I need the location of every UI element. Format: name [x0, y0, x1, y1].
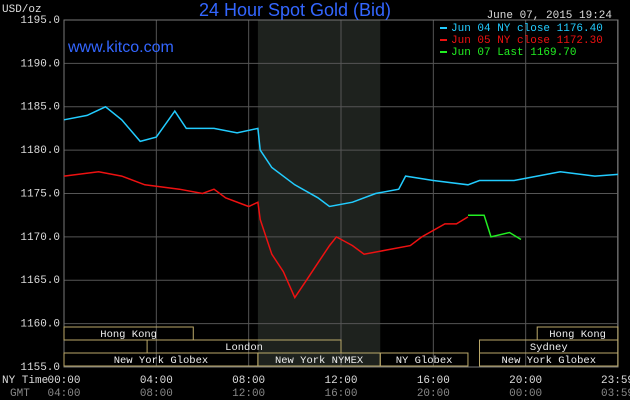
- y-tick-label: 1165.0: [20, 275, 60, 287]
- x2-tick-label: 00:00: [509, 388, 542, 400]
- price-line: [468, 214, 522, 241]
- y-tick-label: 1185.0: [20, 102, 60, 114]
- y-tick-label: 1195.0: [20, 15, 60, 27]
- y-tick-label: 1160.0: [20, 319, 60, 331]
- x-tick-label: 20:00: [509, 375, 542, 387]
- x-tick-label: 12:00: [324, 375, 357, 387]
- watermark: www.kitco.com: [67, 39, 174, 56]
- x-tick-label: 23:59: [601, 375, 630, 387]
- y-axis-label: USD/oz: [2, 4, 42, 16]
- x-tick-label: 16:00: [417, 375, 450, 387]
- y-tick-label: 1175.0: [20, 188, 60, 200]
- x-tick-label: 00:00: [47, 375, 80, 387]
- session-label: NY Globex: [396, 355, 453, 367]
- legend-label: Jun 04 NY close 1176.40: [451, 23, 603, 35]
- session-bar: [63, 326, 194, 341]
- session-label: London: [225, 342, 263, 354]
- legend-label: Jun 05 NY close 1172.30: [451, 35, 603, 47]
- price-line: [63, 171, 469, 300]
- session-label: New York Globex: [114, 355, 209, 367]
- session-label: Sydney: [530, 342, 568, 354]
- legend-label: Jun 07 Last 1169.70: [451, 47, 576, 59]
- session-bar: [379, 352, 469, 367]
- session-label: New York Globex: [501, 355, 596, 367]
- x-tick-label: 04:00: [140, 375, 173, 387]
- y-tick-label: 1180.0: [20, 145, 60, 157]
- x2-tick-label: 08:00: [140, 388, 173, 400]
- session-label: Hong Kong: [549, 329, 606, 341]
- session-label: Hong Kong: [100, 329, 157, 341]
- x-tick-label: 08:00: [232, 375, 265, 387]
- x-axis-label: NY Time: [2, 375, 48, 387]
- x2-axis-label: GMT: [10, 388, 30, 400]
- x2-tick-label: 16:00: [324, 388, 357, 400]
- timestamp: June 07, 2015 19:24: [487, 10, 613, 22]
- x2-tick-label: 04:00: [47, 388, 80, 400]
- x2-tick-label: 03:59: [601, 388, 630, 400]
- price-line: [63, 105, 619, 208]
- session-bar: [479, 352, 619, 367]
- y-tick-label: 1190.0: [20, 58, 60, 70]
- chart-title: 24 Hour Spot Gold (Bid): [199, 0, 391, 20]
- session-label: New York NYMEX: [275, 355, 364, 367]
- x2-tick-label: 12:00: [232, 388, 265, 400]
- y-tick-label: 1170.0: [20, 232, 60, 244]
- y-tick-label: 1155.0: [20, 362, 60, 374]
- x2-tick-label: 20:00: [417, 388, 450, 400]
- plot-frame: [63, 19, 619, 368]
